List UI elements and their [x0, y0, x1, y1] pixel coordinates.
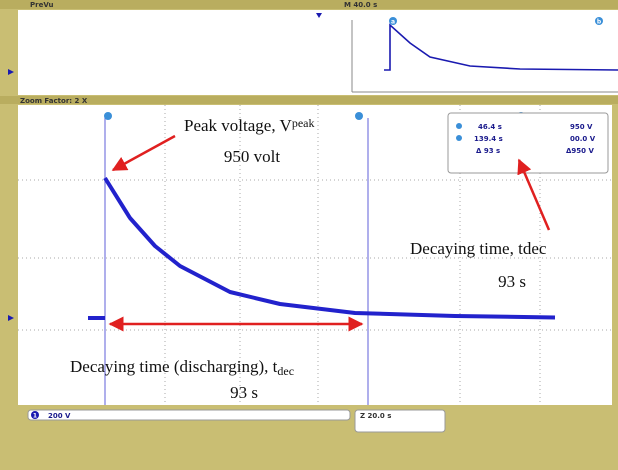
readout-value: 139.4 s	[474, 135, 503, 143]
annotation: Decaying time (discharging), tdec	[70, 357, 294, 378]
annotation: 950 volt	[224, 147, 280, 166]
timebase: M 40.0 s	[344, 1, 377, 9]
zoom-header	[0, 96, 618, 104]
cursor-marker	[355, 112, 363, 120]
annotation: 93 s	[230, 383, 258, 402]
readout-value: Δ 93 s	[476, 147, 500, 155]
marker-label: b	[597, 19, 602, 26]
channel-scale: 200 V	[48, 412, 71, 420]
readout-box	[448, 113, 608, 173]
channel-box	[28, 410, 350, 420]
readout-value: Δ950 V	[566, 147, 594, 155]
annotation: Decaying time, tdec	[410, 239, 547, 258]
annotation-text: Decaying time (discharging), t	[70, 357, 278, 376]
cursor-marker	[104, 112, 112, 120]
readout-value: 00.0 V	[570, 135, 596, 143]
annotation-sub: peak	[292, 116, 315, 130]
annotation-text: Peak voltage, V	[184, 116, 293, 135]
channel-label: 1	[33, 413, 37, 420]
zoom-time: Z 20.0 s	[360, 412, 391, 420]
marker-label: a	[391, 19, 395, 26]
readout-marker	[456, 135, 462, 141]
readout-value: 950 V	[570, 123, 593, 131]
scope-screen: PreVu M 40.0 s a b Zoom Factor: 2 X 46.4…	[0, 0, 618, 470]
annotation: 93 s	[498, 272, 526, 291]
page: PreVu M 40.0 s a b Zoom Factor: 2 X 46.4…	[0, 0, 618, 470]
annotation-sub: dec	[277, 364, 294, 378]
zoom-factor: Zoom Factor: 2 X	[20, 97, 88, 105]
readout-value: 46.4 s	[478, 123, 502, 131]
preview-header	[0, 0, 618, 9]
readout-marker	[456, 123, 462, 129]
preview-label: PreVu	[30, 1, 53, 9]
preview-area	[18, 10, 618, 95]
